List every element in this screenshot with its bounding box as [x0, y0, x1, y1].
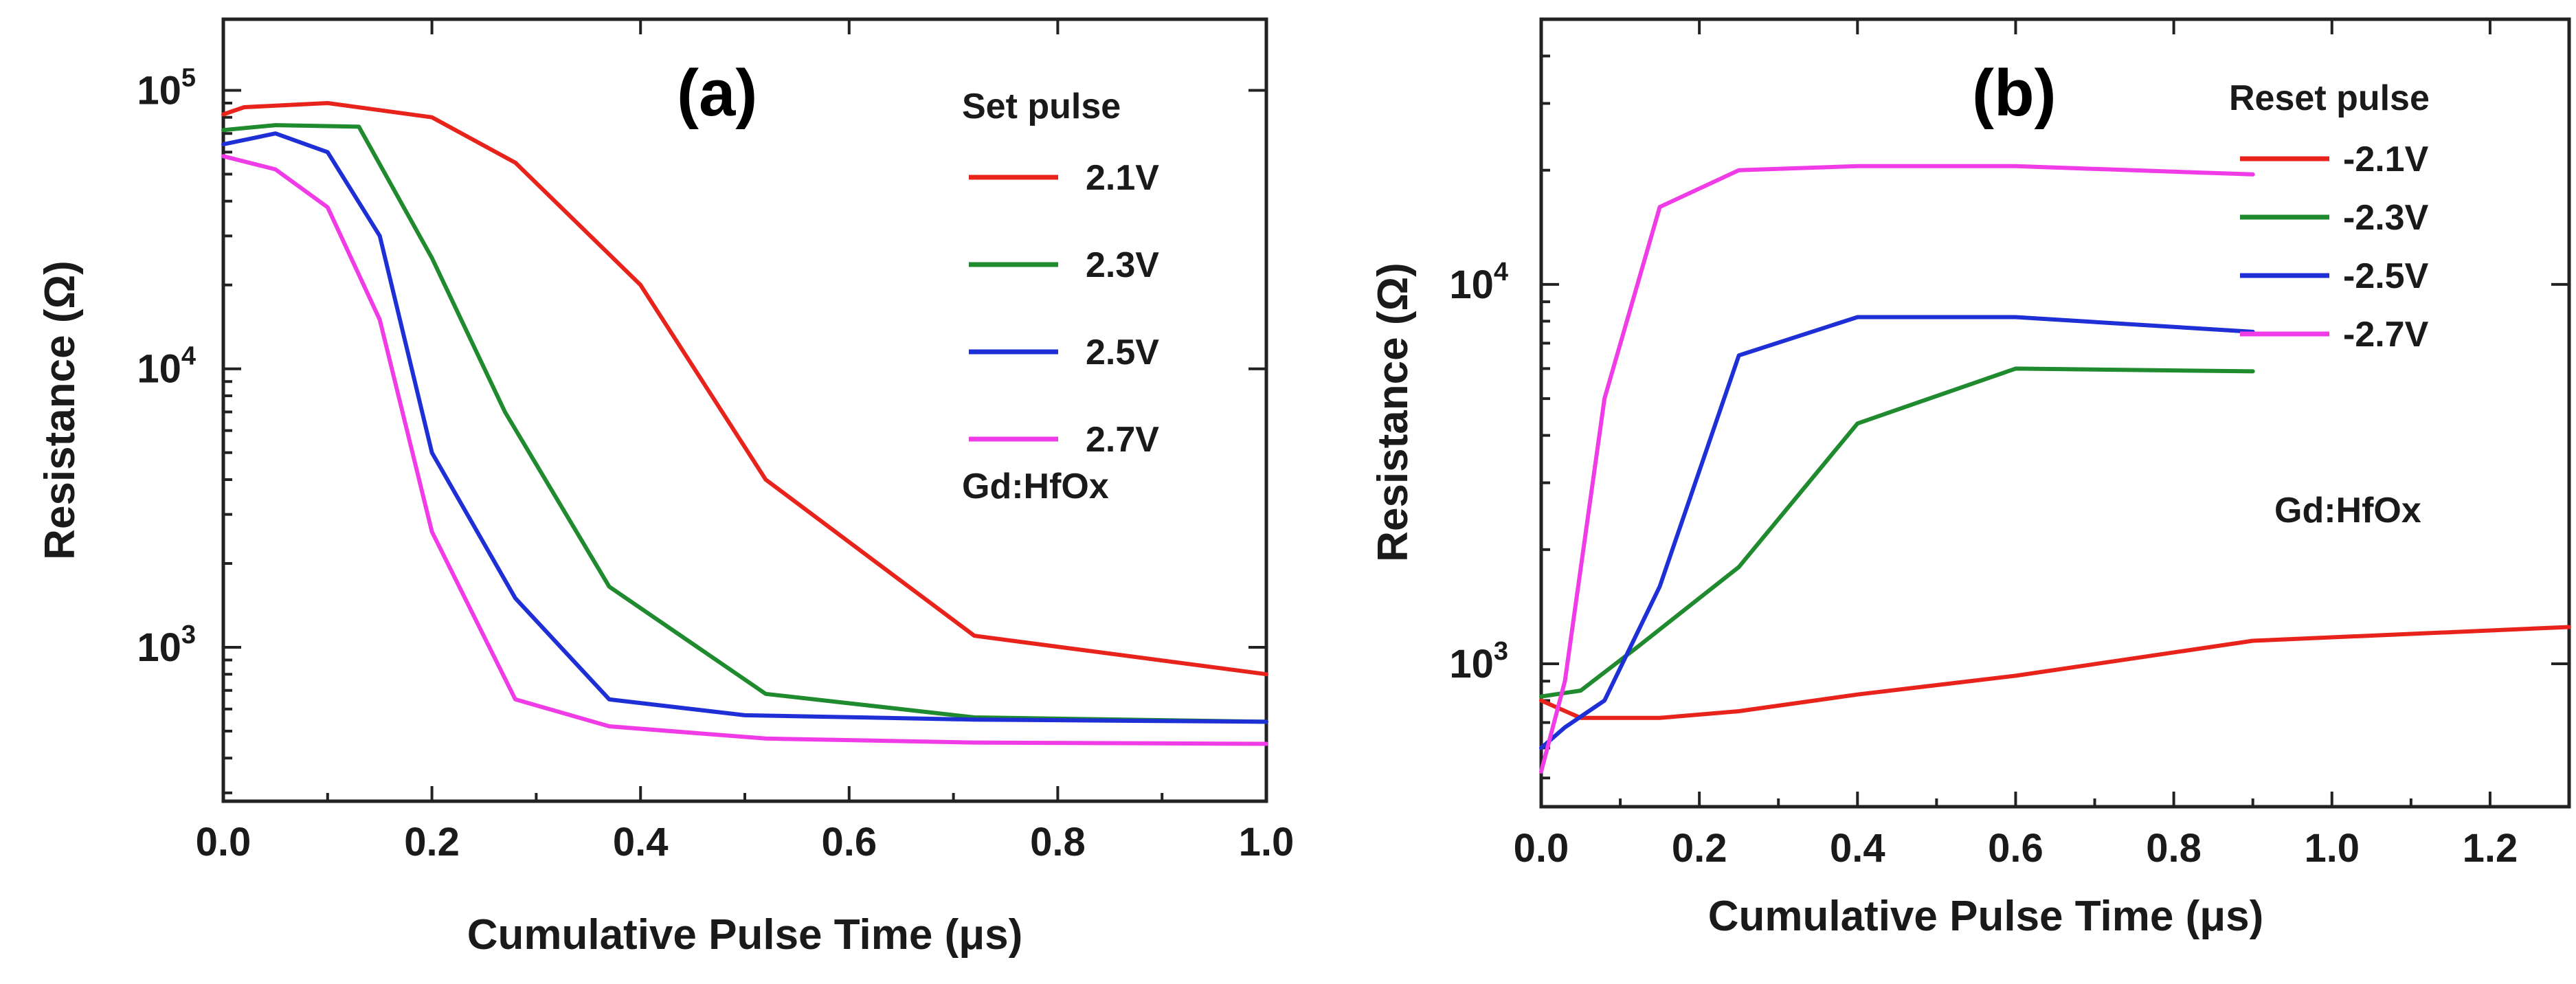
series-line--2.5V	[1539, 315, 2255, 750]
x-tick-label: 1.0	[1239, 820, 1295, 864]
x-tick-label: 0.8	[1030, 820, 1086, 864]
x-axis-title: Cumulative Pulse Time (μs)	[467, 911, 1023, 959]
x-tick-labels: 0.0 0.2 0.4 0.6 0.8 1.0	[196, 820, 1295, 864]
y-tick-label: 104	[1449, 258, 1508, 307]
legend: 2.1V 2.3V 2.5V 2.7V	[969, 158, 1159, 460]
x-tick-label: 0.0	[1514, 826, 1569, 871]
series-line-2.5V	[221, 131, 1268, 724]
chart-panel-b: 0.0 0.2 0.4 0.6 0.8 1.0 1.2 103 104 (b) Reset p…	[1369, 17, 2571, 940]
series-lines	[221, 101, 1268, 746]
y-tick-labels: 103 104 105	[137, 63, 196, 670]
x-tick-label: 0.6	[1988, 826, 2043, 871]
x-tick-label: 1.2	[2463, 826, 2518, 871]
legend-label: 2.1V	[1086, 158, 1159, 198]
panel-label: (a)	[677, 56, 757, 130]
material-annotation: Gd:HfOx	[962, 467, 1109, 506]
legend-label: 2.7V	[1086, 420, 1159, 460]
legend-label: -2.1V	[2343, 139, 2429, 179]
series-lines	[1539, 164, 2571, 774]
y-tick-label: 104	[137, 342, 196, 392]
y-tick-label: 103	[1449, 637, 1508, 686]
series-line-2.7V	[221, 154, 1268, 746]
legend-title: Set pulse	[962, 87, 1121, 126]
x-tick-label: 0.8	[2146, 826, 2202, 871]
series-line--2.1V	[1539, 625, 2571, 720]
x-tick-label: 0.4	[1830, 826, 1885, 871]
chart-panel-a: 0.0 0.2 0.4 0.6 0.8 1.0 103 104 105 (a) Set pul…	[36, 17, 1295, 959]
legend-label: 2.3V	[1086, 245, 1159, 285]
y-tick-label: 105	[137, 63, 196, 113]
legend-label: 2.5V	[1086, 333, 1159, 372]
y-axis-title: Resistance (Ω)	[36, 260, 84, 560]
x-axis-title: Cumulative Pulse Time (μs)	[1708, 893, 2264, 940]
legend-label: -2.5V	[2343, 256, 2429, 296]
y-axis-title: Resistance (Ω)	[1369, 262, 1417, 562]
axis-ticks	[1540, 19, 2569, 807]
material-annotation: Gd:HfOx	[2274, 491, 2421, 530]
series-line--2.3V	[1539, 366, 2255, 699]
legend: -2.1V -2.3V -2.5V -2.7V	[2240, 139, 2429, 355]
x-tick-label: 0.2	[1672, 826, 1727, 871]
x-tick-label: 1.0	[2304, 826, 2360, 871]
panel-label: (b)	[1972, 56, 2057, 130]
x-tick-labels: 0.0 0.2 0.4 0.6 0.8 1.0 1.2	[1514, 826, 2518, 871]
x-tick-label: 0.0	[196, 820, 251, 864]
axis-ticks	[222, 19, 1268, 801]
x-tick-label: 0.4	[613, 820, 669, 864]
plot-frame	[221, 17, 1268, 803]
x-tick-label: 0.6	[821, 820, 877, 864]
series-line-2.1V	[221, 101, 1268, 677]
x-tick-label: 0.2	[404, 820, 460, 864]
y-tick-labels: 103 104	[1449, 258, 1508, 686]
legend-label: -2.7V	[2343, 315, 2429, 355]
y-tick-label: 103	[137, 620, 196, 670]
plot-frame	[1539, 17, 2571, 809]
series-line-2.3V	[221, 123, 1268, 724]
legend-title: Reset pulse	[2229, 78, 2430, 118]
series-line--2.7V	[1539, 164, 2255, 774]
legend-label: -2.3V	[2343, 198, 2429, 238]
